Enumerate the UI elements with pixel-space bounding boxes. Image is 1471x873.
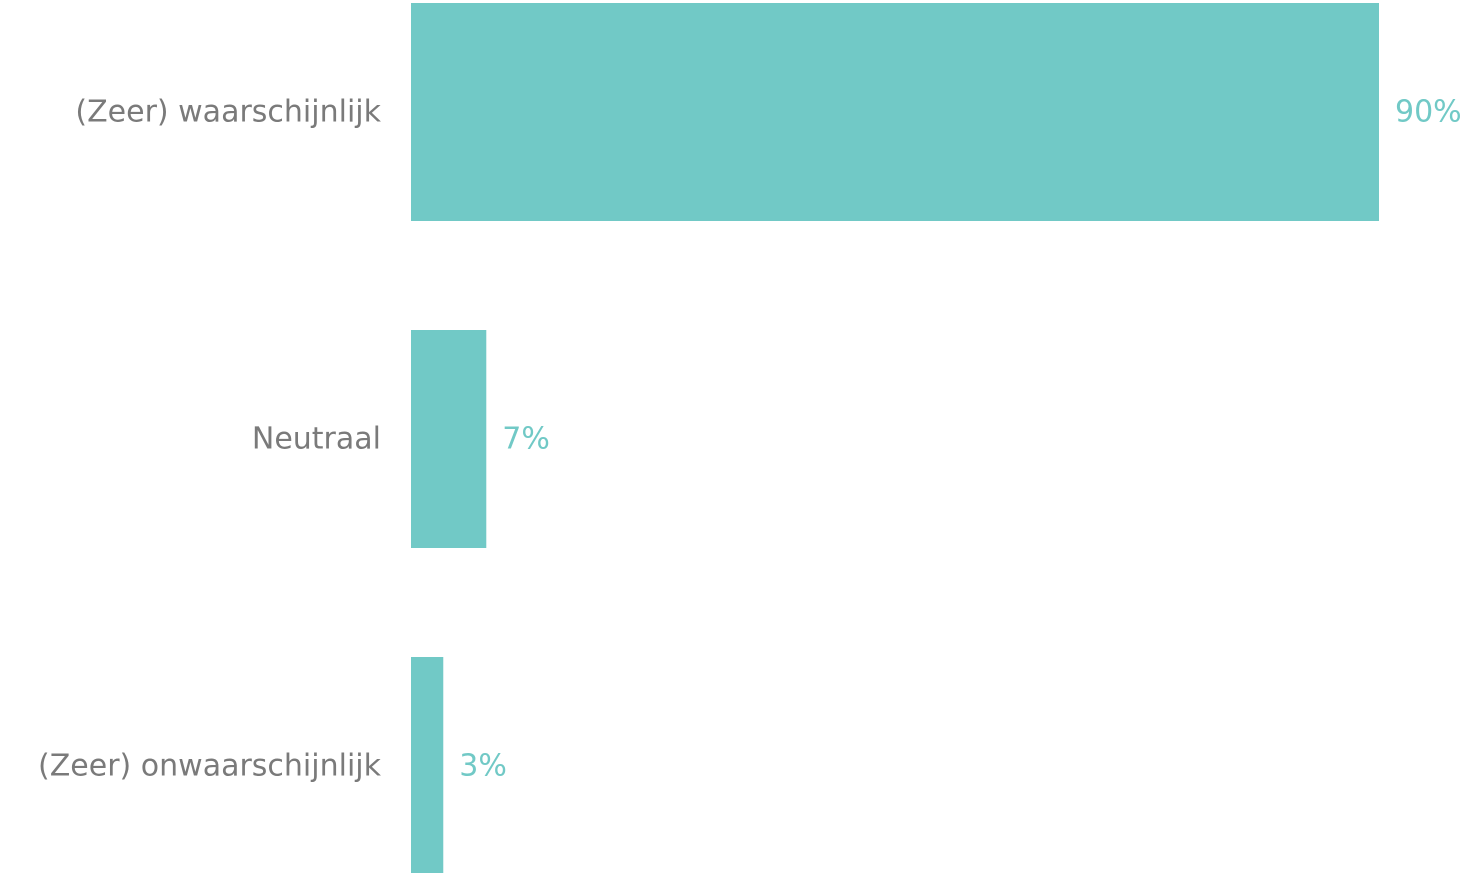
category-label-0: (Zeer) waarschijnlijk	[75, 95, 381, 130]
value-label-2: 3%	[459, 749, 507, 784]
value-label-0: 90%	[1395, 95, 1462, 130]
bar-2	[411, 657, 444, 873]
bar-0	[411, 3, 1379, 221]
value-label-1: 7%	[502, 422, 550, 457]
category-label-2: (Zeer) onwaarschijnlijk	[38, 749, 382, 784]
bar-1	[411, 330, 487, 548]
category-label-1: Neutraal	[252, 422, 381, 457]
